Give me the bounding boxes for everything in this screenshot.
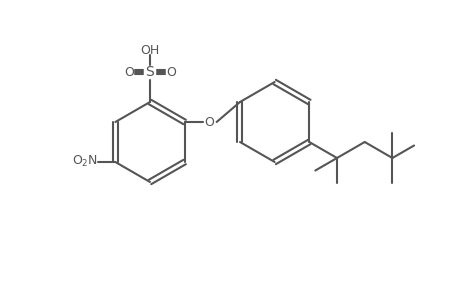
Text: O: O [166,65,175,79]
Text: S: S [146,65,154,79]
Text: O: O [204,116,214,128]
Text: $\mathregular{O_2N}$: $\mathregular{O_2N}$ [72,154,98,169]
Text: OH: OH [140,44,159,56]
Text: O: O [124,65,134,79]
